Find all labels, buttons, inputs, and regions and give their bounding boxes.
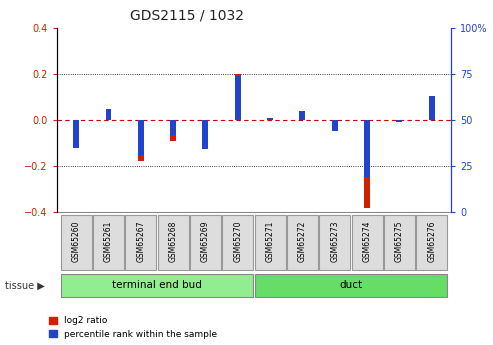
Bar [235, 74, 241, 120]
Bar [138, 120, 143, 161]
Text: GSM65261: GSM65261 [104, 221, 113, 262]
Text: GSM65272: GSM65272 [298, 221, 307, 262]
Bar [267, 118, 273, 120]
Bar [332, 120, 338, 131]
Bar [106, 118, 111, 120]
FancyBboxPatch shape [416, 215, 447, 270]
Text: GSM65276: GSM65276 [427, 221, 436, 262]
Bar [73, 120, 79, 134]
FancyBboxPatch shape [287, 215, 318, 270]
Bar [429, 97, 435, 120]
Text: GSM65271: GSM65271 [266, 221, 275, 262]
Text: GDS2115 / 1032: GDS2115 / 1032 [130, 9, 245, 23]
Text: duct: duct [339, 280, 362, 290]
Legend: log2 ratio, percentile rank within the sample: log2 ratio, percentile rank within the s… [49, 316, 217, 339]
Bar [396, 120, 402, 122]
Bar [203, 120, 209, 149]
Bar [235, 76, 241, 120]
Bar [170, 120, 176, 141]
Bar [364, 120, 370, 208]
FancyBboxPatch shape [190, 215, 221, 270]
Bar [73, 120, 79, 148]
FancyBboxPatch shape [125, 215, 156, 270]
Text: GSM65273: GSM65273 [330, 221, 339, 262]
Bar [170, 120, 176, 135]
Text: tissue ▶: tissue ▶ [5, 281, 45, 290]
FancyBboxPatch shape [61, 274, 253, 297]
Bar [299, 111, 305, 120]
Bar [332, 120, 338, 122]
Bar [106, 109, 111, 120]
Text: GSM65260: GSM65260 [71, 221, 80, 262]
FancyBboxPatch shape [352, 215, 383, 270]
Text: GSM65267: GSM65267 [136, 221, 145, 262]
Text: GSM65270: GSM65270 [233, 221, 242, 262]
Bar [429, 96, 435, 120]
FancyBboxPatch shape [222, 215, 253, 270]
Text: GSM65268: GSM65268 [169, 221, 177, 262]
Text: GSM65275: GSM65275 [395, 221, 404, 262]
FancyBboxPatch shape [254, 274, 447, 297]
Bar [138, 120, 143, 155]
FancyBboxPatch shape [384, 215, 415, 270]
FancyBboxPatch shape [254, 215, 285, 270]
FancyBboxPatch shape [319, 215, 350, 270]
FancyBboxPatch shape [61, 215, 92, 270]
Text: terminal end bud: terminal end bud [112, 280, 202, 290]
Bar [396, 120, 402, 122]
Bar [364, 120, 370, 177]
Bar [299, 113, 305, 120]
Bar [267, 118, 273, 120]
FancyBboxPatch shape [93, 215, 124, 270]
FancyBboxPatch shape [158, 215, 189, 270]
Text: GSM65269: GSM65269 [201, 221, 210, 262]
Text: GSM65274: GSM65274 [362, 221, 372, 262]
Bar [203, 120, 209, 143]
